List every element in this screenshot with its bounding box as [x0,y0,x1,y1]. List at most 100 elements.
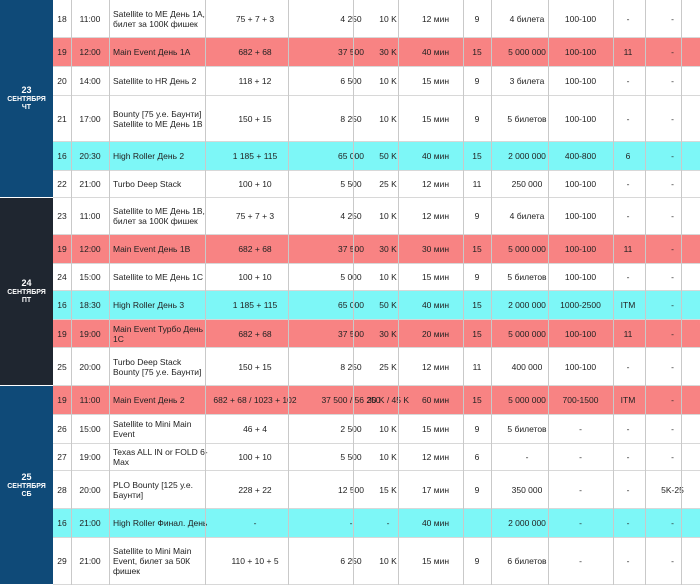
start-time: 20:30 [79,151,101,161]
start-time: 19:00 [79,328,101,339]
late-reg-levels: 9 [474,484,480,495]
day-month: СЕНТЯБРЯ [7,96,46,103]
column-divider [288,0,289,585]
bounty: - [671,151,674,161]
buy-in: 100 + 10 [238,179,272,189]
table-row: 24 15:00 Satellite to ME День 1С 100 + 10 5 … [53,264,700,291]
blind-value: 30 K [379,244,397,254]
bounty: - [671,556,674,566]
late-reg-levels: 15 [472,244,482,254]
seats-range: - [579,424,582,434]
event-name: Satellite to Mini Main Event, билет за 5… [113,546,192,576]
bounty: - [671,395,674,405]
level-duration: 15 мин [421,76,450,86]
column-divider [613,0,614,585]
start-time: 21:00 [79,179,101,189]
blind-value: 10 K [379,452,397,462]
blind-value: - [386,518,390,528]
event-name: Main Event День 1А [113,47,191,57]
late-reg-levels: 9 [474,556,480,566]
starting-stack: 2 500 [340,424,362,434]
day-month: СЕНТЯБРЯ [7,482,46,490]
event-number: 27 [57,452,67,462]
late-reg-levels: 9 [474,13,480,24]
event-name: Satellite to ME День 1А, билет за 100К ф… [113,8,205,29]
guarantee: 4 билета [509,211,545,221]
table-row: 16 21:00 High Roller Финал. День - - - 40 мин 2… [53,509,700,538]
reentry: - [626,361,630,372]
buy-in: 150 + 15 [238,113,272,124]
start-time: 21:00 [79,556,101,566]
event-name: Main Event Турбо День 1С [113,323,204,344]
blind-value: 30 K [379,47,397,57]
bounty: - [671,328,674,339]
starting-stack: 6 500 [340,76,362,86]
late-reg-levels: 9 [474,424,480,434]
event-name: Turbo Deep Stack Bounty [75 у.е. Баунти] [113,356,202,377]
start-time: 11:00 [79,211,101,221]
blind-value: 10 K [379,13,397,24]
reentry: 11 [623,244,633,254]
blind-value: 50 K [379,300,397,310]
late-reg-levels: 15 [472,395,482,405]
table-row: 18 11:00 Satellite to ME День 1А, билет за… [53,0,700,38]
bounty: - [671,272,674,282]
guarantee: 2 000 000 [508,300,546,310]
blind-value: 10 K [379,76,397,86]
level-duration: 30 мин [421,244,450,254]
bounty: - [671,424,674,434]
late-reg-levels: 6 [474,452,480,462]
seats-range: 100-100 [564,328,597,339]
start-time: 21:00 [79,518,101,528]
level-duration: 60 мин [421,395,450,405]
level-duration: 15 мин [421,272,450,282]
event-name: Satellite to ME День 1В, билет за 100К ф… [113,206,205,226]
column-divider [205,0,206,585]
guarantee: 5 билетов [507,272,547,282]
event-number: 24 [57,272,67,282]
guarantee: 5 000 000 [508,395,546,405]
level-duration: 12 мин [421,179,450,189]
buy-in: 1 185 + 115 [232,300,278,310]
guarantee: 400 000 [511,361,543,372]
day-label: 23 СЕНТЯБРЯ ЧТ [0,0,53,198]
bounty: - [671,518,674,528]
starting-stack: 37 500 / 56 250 [321,395,381,405]
blind-value: 50 K [379,151,397,161]
level-duration: 15 мин [421,113,450,124]
table-row: 20 14:00 Satellite to HR День 2 118 + 12 6 5… [53,67,700,96]
starting-stack: 8 250 [340,113,362,124]
bounty: - [671,76,674,86]
event-number: 16 [57,300,67,310]
start-time: 19:00 [79,452,101,462]
seats-range: 700-1500 [562,395,599,405]
table-row: 29 21:00 Satellite to Mini Main Event, бил… [53,538,700,585]
column-divider [398,0,399,585]
guarantee: 2 000 000 [508,151,546,161]
column-divider [491,0,492,585]
day-number: 23 [21,85,32,95]
event-name: Satellite to HR День 2 [113,76,197,86]
event-name: High Roller Финал. День [113,518,208,528]
blind-value: 15 K [379,484,397,495]
event-number: 19 [57,328,67,339]
starting-stack: 4 250 [340,13,362,24]
day-number: 25 [21,471,32,482]
seats-range: 100-100 [564,76,597,86]
level-duration: 12 мин [421,452,450,462]
blind-value: 25 K [379,179,397,189]
starting-stack: 37 500 [338,47,364,57]
bounty: - [671,244,674,254]
level-duration: 15 мин [421,424,450,434]
late-reg-levels: 11 [472,361,482,372]
start-time: 12:00 [79,244,101,254]
starting-stack: 4 250 [340,211,362,221]
bounty: - [671,113,674,124]
event-name: Satellite to ME День 1С [113,272,203,282]
event-number: 28 [57,484,67,495]
seats-range: - [579,452,582,462]
column-divider [463,0,464,585]
event-number: 21 [57,113,67,124]
table-row: 25 20:00 Turbo Deep Stack Bounty [75 у.е. … [53,348,700,386]
